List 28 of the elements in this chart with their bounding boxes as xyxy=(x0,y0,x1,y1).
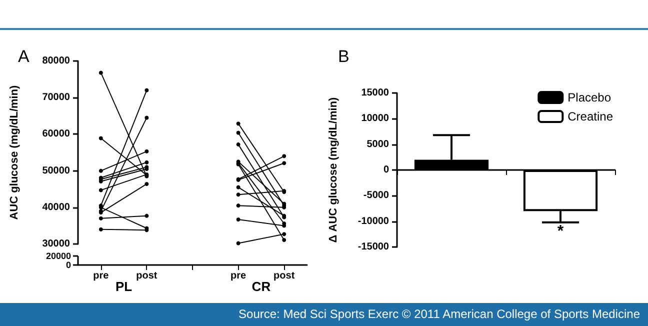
text: 20000 xyxy=(46,251,71,261)
source-note: Source: Med Sci Sports Exerc © 2011 American College of Sports Medicine xyxy=(238,307,640,321)
y-tick-label: 40000 xyxy=(42,202,70,213)
y-tick-label: 30000 xyxy=(42,238,70,250)
legend-label: Placebo xyxy=(568,90,612,104)
x-tick-label: post xyxy=(274,270,296,282)
chart-title: A xyxy=(18,47,30,66)
y-tick-label: 0 xyxy=(383,164,390,176)
text: PL xyxy=(115,279,132,294)
y-tick-label: 70000 xyxy=(42,92,70,104)
y-tick-label: 80000 xyxy=(42,56,70,66)
y-tick-label: 5000 xyxy=(366,138,390,150)
chart-title: B xyxy=(338,47,350,66)
x-tick-label: post xyxy=(136,270,158,282)
annotation: * xyxy=(557,222,564,240)
x-tick-label: pre xyxy=(93,270,110,282)
legend-label: Creatine xyxy=(568,110,614,124)
y-tick-label: 60000 xyxy=(42,128,70,140)
y-tick-label: -15000 xyxy=(358,242,390,252)
y-tick-label: -10000 xyxy=(358,216,390,227)
y-axis-title: AUC glucose (mg/dL/min) xyxy=(8,84,20,220)
y-axis-title: Δ AUC glucose (mg/dL/min) xyxy=(328,96,340,243)
y-tick-label: 10000 xyxy=(361,113,390,124)
text: CR xyxy=(252,279,272,294)
y-tick-label: 15000 xyxy=(361,88,390,98)
x-tick-label: pre xyxy=(230,270,247,282)
y-tick-label: -5000 xyxy=(363,190,390,202)
y-tick-label: 50000 xyxy=(42,165,70,176)
